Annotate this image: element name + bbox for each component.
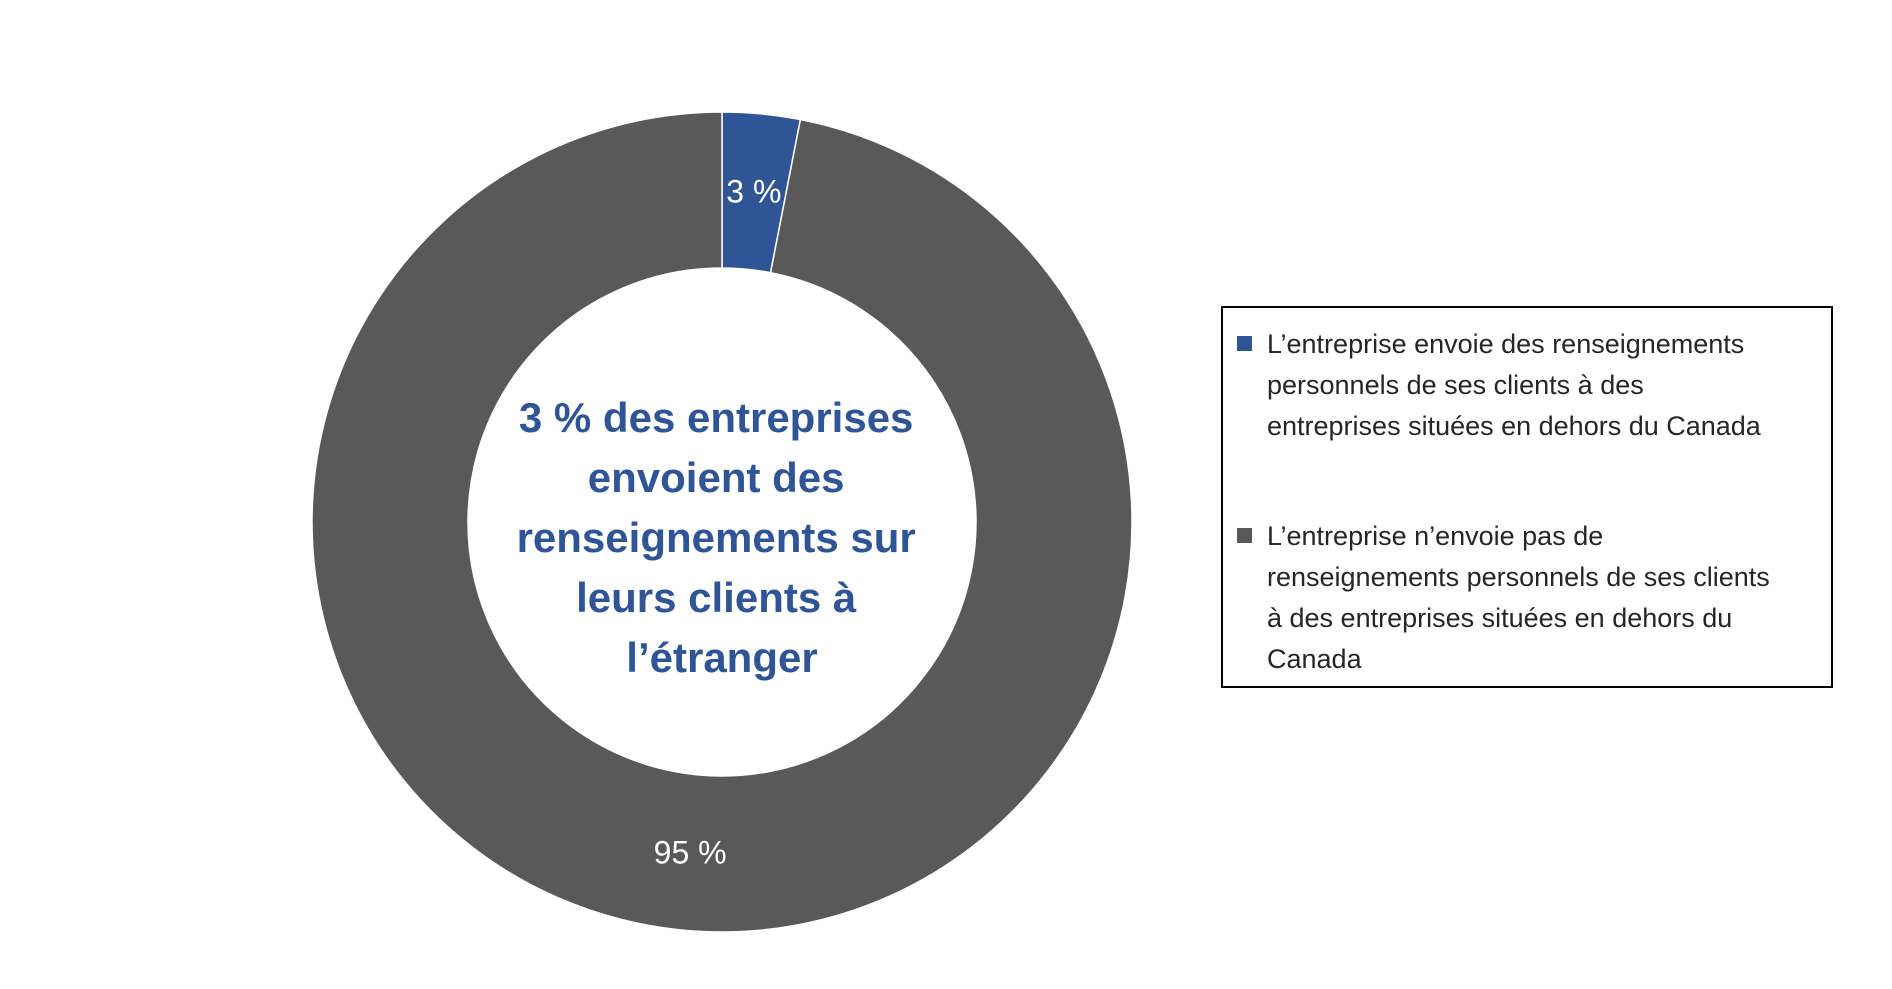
legend-line: L’entreprise n’envoie pas de (1267, 521, 1604, 551)
center-line-3: renseignements sur (517, 514, 916, 561)
legend-swatch-does-not-send (1237, 528, 1252, 543)
legend-line: L’entreprise envoie des renseignements (1267, 329, 1745, 359)
data-label-sends: 3 % (726, 174, 781, 210)
data-label-does-not-send: 95 % (654, 834, 727, 870)
center-annotation: 3 % des entreprises envoient des renseig… (517, 394, 928, 681)
legend-label-sends: L’entreprise envoie des renseignements p… (1267, 324, 1827, 447)
legend-line: personnels de ses clients à des (1267, 370, 1644, 400)
donut-slices (311, 111, 1133, 933)
legend-line: entreprises situées en dehors du Canada (1267, 411, 1761, 441)
legend-line: Canada (1267, 644, 1362, 674)
center-line-5: l’étranger (626, 634, 817, 681)
legend-label-does-not-send: L’entreprise n’envoie pas de renseigneme… (1267, 516, 1827, 680)
legend: L’entreprise envoie des renseignements p… (1221, 306, 1833, 688)
legend-swatch-sends (1237, 336, 1252, 351)
slice-does-not-send[interactable] (311, 111, 1133, 933)
legend-line: à des entreprises situées en dehors du (1267, 603, 1733, 633)
legend-line: renseignements personnels de ses clients (1267, 562, 1770, 592)
center-line-4: leurs clients à (576, 574, 857, 621)
data-labels: 3 % 95 % (654, 174, 782, 871)
center-line-2: envoient des (588, 454, 845, 501)
center-line-1: 3 % des entreprises (519, 394, 914, 441)
